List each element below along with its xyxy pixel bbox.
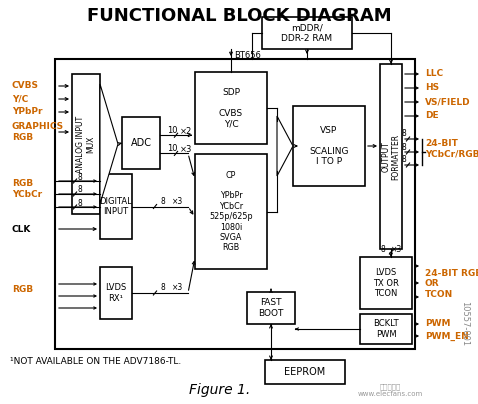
Text: RGB
YCbCr: RGB YCbCr [12, 179, 42, 199]
Bar [100, 174, 132, 239]
Polygon shape [277, 116, 293, 176]
Text: 8: 8 [402, 143, 406, 152]
Text: LVDS
TX OR
TCON: LVDS TX OR TCON [373, 268, 399, 298]
Text: Figure 1.: Figure 1. [189, 383, 250, 397]
Bar [195, 72, 267, 144]
Text: ×3: ×3 [173, 197, 184, 206]
Bar [122, 117, 160, 169]
Text: 10: 10 [167, 126, 177, 135]
Polygon shape [100, 84, 118, 204]
Text: LLC: LLC [425, 69, 443, 78]
Text: FUNCTIONAL BLOCK DIAGRAM: FUNCTIONAL BLOCK DIAGRAM [87, 7, 391, 25]
Text: 10557-001: 10557-001 [460, 301, 469, 347]
Text: 8: 8 [161, 197, 165, 206]
Text: GRAPHICS
RGB: GRAPHICS RGB [12, 122, 64, 142]
Text: Y/C: Y/C [12, 95, 28, 103]
Text: BCKLT
PWM: BCKLT PWM [373, 319, 399, 339]
Bar [265, 360, 345, 384]
Text: ×3: ×3 [391, 244, 402, 253]
Bar [72, 74, 100, 214]
Bar [195, 154, 267, 269]
Bar [55, 59, 415, 349]
Text: ADC: ADC [130, 138, 152, 148]
Text: 8: 8 [380, 244, 385, 253]
Text: BT656: BT656 [234, 50, 261, 59]
Text: 8: 8 [77, 198, 82, 208]
Bar [380, 64, 402, 249]
Text: CP

YPbPr
YCbCr
525p/625p
1080i
SVGA
RGB: CP YPbPr YCbCr 525p/625p 1080i SVGA RGB [209, 170, 253, 252]
Text: ×3: ×3 [180, 145, 192, 154]
Text: CLK: CLK [12, 225, 32, 234]
Text: DIGITAL
INPUT: DIGITAL INPUT [99, 197, 132, 216]
Text: VS/FIELD: VS/FIELD [425, 97, 471, 107]
Text: HS: HS [425, 84, 439, 93]
Bar [360, 257, 412, 309]
Bar [262, 17, 352, 49]
Text: ×3: ×3 [173, 284, 184, 292]
Bar [247, 292, 295, 324]
Bar [100, 267, 132, 319]
Text: 24-BIT
YCbCr/RGB: 24-BIT YCbCr/RGB [425, 139, 478, 159]
Text: 电子发烧友
www.elecfans.com: 电子发烧友 www.elecfans.com [358, 383, 423, 397]
Text: 8: 8 [402, 156, 406, 164]
Bar [360, 314, 412, 344]
Text: VSP

SCALING
I TO P: VSP SCALING I TO P [309, 126, 349, 166]
Text: DE: DE [425, 112, 439, 120]
Text: EEPROM: EEPROM [284, 367, 326, 377]
Text: 8: 8 [161, 284, 165, 292]
Text: PWM_EN: PWM_EN [425, 331, 469, 341]
Text: 8: 8 [402, 130, 406, 139]
Bar [293, 106, 365, 186]
Text: 24-BIT RGB
OR
TCON: 24-BIT RGB OR TCON [425, 269, 478, 299]
Text: ¹NOT AVAILABLE ON THE ADV7186-TL.: ¹NOT AVAILABLE ON THE ADV7186-TL. [10, 358, 181, 366]
Text: CVBS: CVBS [12, 82, 39, 90]
Text: PWM: PWM [425, 320, 450, 328]
Text: 10: 10 [167, 144, 177, 153]
Text: LVDS
RX¹: LVDS RX¹ [105, 283, 127, 303]
Text: 8: 8 [77, 173, 82, 181]
Text: ANALOG INPUT
MUX: ANALOG INPUT MUX [76, 116, 96, 173]
Text: SDP

CVBS
Y/C: SDP CVBS Y/C [219, 88, 243, 128]
Text: RGB: RGB [12, 284, 33, 293]
Text: YPbPr: YPbPr [12, 107, 43, 116]
Text: FAST
BOOT: FAST BOOT [258, 298, 283, 318]
Text: OUTPUT
FORMATTER: OUTPUT FORMATTER [381, 133, 401, 179]
Text: 8: 8 [77, 185, 82, 194]
Text: mDDR/
DDR-2 RAM: mDDR/ DDR-2 RAM [282, 23, 333, 43]
Text: ×2: ×2 [180, 127, 192, 136]
